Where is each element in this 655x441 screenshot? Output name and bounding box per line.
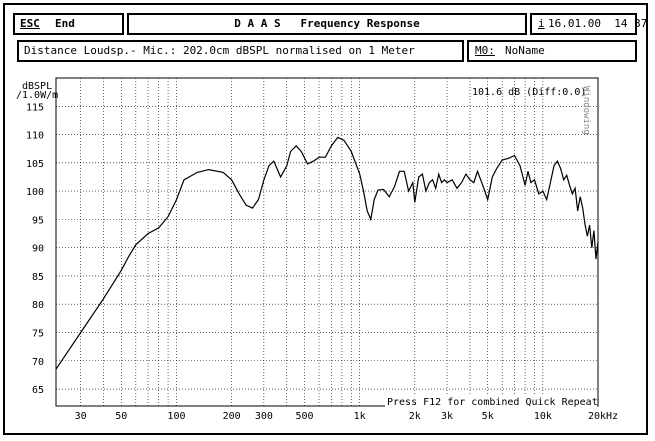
esc-end-box[interactable]: ESC End: [13, 13, 124, 35]
measurement-info: Distance Loudsp.- Mic.: 202.0cm dBSPL no…: [24, 44, 415, 57]
y-tick-label: 70: [32, 357, 44, 368]
info-key[interactable]: i: [538, 17, 545, 30]
title-box: D A A S Frequency Response: [127, 13, 527, 35]
x-tick-label: 5k: [482, 411, 494, 422]
y-axis-unit-label: /1.0W/m: [16, 90, 58, 101]
y-tick-label: 85: [32, 272, 44, 283]
y-tick-label: 95: [32, 215, 44, 226]
x-tick-label: 100: [167, 411, 185, 422]
windowing-label: Windowing: [581, 86, 591, 135]
y-tick-label: 105: [26, 159, 44, 170]
datetime-box[interactable]: i 16.01.00 14 37: [530, 13, 647, 35]
y-tick-label: 75: [32, 328, 44, 339]
window-frame: [3, 3, 648, 435]
x-tick-label: 300: [255, 411, 273, 422]
y-tick-label: 110: [26, 131, 44, 142]
y-axis-label: dBSPL: [22, 81, 52, 92]
quick-repeat-hint[interactable]: Press F12 for combined Quick Repeat: [387, 397, 598, 408]
y-axis-ticks: 65 70 75 80 85 90 95 100 105 110 115: [26, 102, 44, 396]
memory-box[interactable]: M0: NoName: [467, 40, 637, 62]
x-tick-label: 200: [223, 411, 241, 422]
y-tick-label: 80: [32, 300, 44, 311]
x-tick-label: 30: [75, 411, 87, 422]
x-tick-label: 20kHz: [588, 411, 618, 422]
x-tick-label: 1k: [354, 411, 366, 422]
plot-border: [55, 77, 599, 407]
level-readout: 101.6 dB (Diff:0.0): [472, 87, 586, 98]
memory-key[interactable]: M0:: [475, 44, 495, 57]
grid: [55, 77, 599, 407]
page-title: D A A S Frequency Response: [234, 17, 420, 30]
y-tick-label: 90: [32, 244, 44, 255]
datetime-label: 16.01.00 14 37: [548, 17, 648, 30]
x-axis-ticks: 30 50 100 200 300 500 1k 2k 3k 5k 10k 20kHz: [75, 411, 618, 422]
end-label[interactable]: End: [55, 17, 75, 30]
y-tick-label: 100: [26, 187, 44, 198]
x-tick-label: 3k: [441, 411, 453, 422]
x-tick-label: 10k: [534, 411, 552, 422]
memory-name: NoName: [505, 44, 545, 57]
response-curve: [55, 136, 599, 370]
measurement-info-box: Distance Loudsp.- Mic.: 202.0cm dBSPL no…: [17, 40, 464, 62]
x-tick-label: 2k: [409, 411, 421, 422]
x-tick-label: 50: [115, 411, 127, 422]
esc-key-label[interactable]: ESC: [20, 17, 40, 30]
hint-background: [385, 396, 597, 407]
y-tick-label: 115: [26, 102, 44, 113]
x-tick-label: 500: [295, 411, 313, 422]
y-tick-label: 65: [32, 385, 44, 396]
